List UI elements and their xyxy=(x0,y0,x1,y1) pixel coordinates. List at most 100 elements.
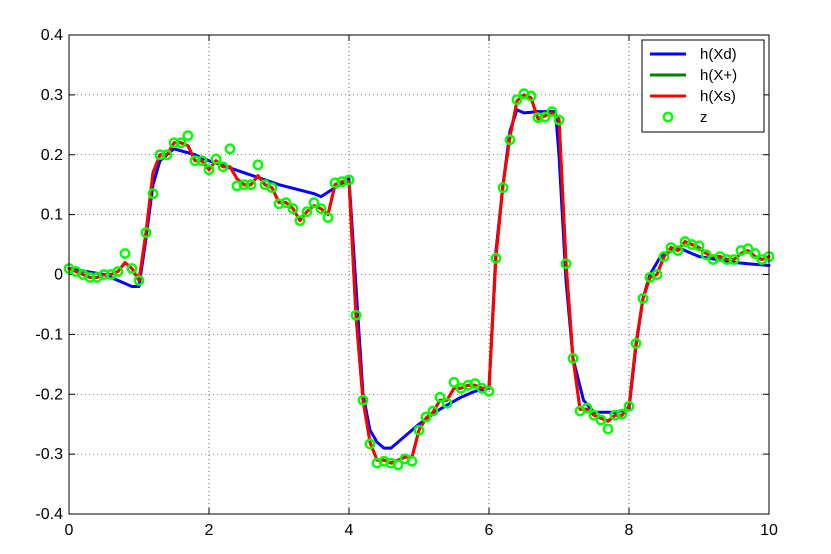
data-point-z xyxy=(140,227,152,238)
data-point-z xyxy=(504,134,516,146)
data-point-z xyxy=(532,112,544,124)
data-point-z xyxy=(98,269,110,280)
data-point-z xyxy=(294,215,306,227)
y-tick-label: 0 xyxy=(54,267,63,284)
data-point-z xyxy=(511,94,523,106)
y-tick-label: -0.2 xyxy=(35,386,63,403)
data-point-z xyxy=(301,206,313,218)
data-point-z xyxy=(203,164,215,176)
data-point-z xyxy=(448,376,460,388)
data-point-z xyxy=(364,438,376,450)
data-point-z xyxy=(154,149,166,161)
x-tick-label: 2 xyxy=(205,522,214,539)
legend-label: h(Xs) xyxy=(700,88,736,105)
y-tick-label: 0.3 xyxy=(41,87,63,104)
data-point-z xyxy=(189,155,201,167)
y-tick-label: 0.4 xyxy=(41,27,63,44)
data-point-z xyxy=(245,179,257,191)
legend-label: z xyxy=(700,109,708,126)
data-point-z xyxy=(147,188,159,200)
data-point-z xyxy=(413,424,425,436)
data-point-z xyxy=(112,266,124,277)
data-point-z xyxy=(469,378,481,389)
data-point-z xyxy=(119,248,131,259)
data-point-z xyxy=(672,245,684,256)
data-point-z xyxy=(175,137,187,149)
data-point-z xyxy=(742,243,754,255)
data-point-z xyxy=(609,409,621,421)
data-point-z xyxy=(595,414,607,426)
x-tick-label: 6 xyxy=(485,522,494,539)
data-point-z xyxy=(357,394,369,406)
data-point-z xyxy=(420,411,432,423)
data-point-z xyxy=(224,143,236,155)
data-point-z xyxy=(525,90,537,102)
data-point-z xyxy=(567,352,579,364)
y-tick-label: -0.4 xyxy=(35,506,63,523)
data-point-z xyxy=(686,239,698,250)
data-point-z xyxy=(602,423,614,435)
data-point-z xyxy=(749,248,761,259)
axes-frame xyxy=(68,34,770,515)
data-point-z xyxy=(728,254,740,265)
x-tick-label: 0 xyxy=(65,522,74,539)
data-point-z xyxy=(630,337,642,349)
data-point-z xyxy=(588,409,600,421)
x-tick-label: 4 xyxy=(345,522,354,539)
y-tick-label: 0.2 xyxy=(41,147,63,164)
data-point-z xyxy=(350,309,362,321)
data-point-z xyxy=(497,182,509,194)
data-point-z xyxy=(434,391,446,403)
data-point-z xyxy=(539,111,551,123)
data-point-z xyxy=(273,198,285,210)
data-point-z xyxy=(84,272,96,283)
y-tick-label: -0.1 xyxy=(35,326,63,343)
data-point-z xyxy=(623,400,635,412)
data-point-z xyxy=(693,240,705,252)
legend-label: h(X+) xyxy=(700,67,737,84)
data-point-z xyxy=(252,159,264,171)
legend-swatch-z xyxy=(662,111,674,123)
axis-ticks: 0 2 4 6 8 10 0.4 0.3 0.2 0.1 0 -0.1 -0.2 -0.3 -0.4 xyxy=(35,27,778,539)
data-point-z xyxy=(161,149,173,161)
data-point-z xyxy=(210,153,222,165)
data-point-z xyxy=(483,385,495,397)
data-point-z xyxy=(280,197,292,209)
data-point-z xyxy=(560,258,572,270)
x-tick-label: 8 xyxy=(625,522,634,539)
data-point-z xyxy=(308,197,320,209)
y-tick-label: 0.1 xyxy=(41,207,63,224)
data-point-z xyxy=(616,408,628,420)
data-point-z xyxy=(546,106,558,118)
data-point-z xyxy=(441,397,453,409)
data-point-z xyxy=(315,203,327,215)
data-point-z xyxy=(637,293,649,304)
data-point-z xyxy=(196,155,208,167)
data-point-z xyxy=(168,137,180,149)
data-point-z xyxy=(266,182,278,194)
y-tick-label: -0.3 xyxy=(35,446,63,463)
legend-label: h(Xd) xyxy=(700,46,737,63)
data-point-z xyxy=(553,114,565,126)
legend: h(Xd) h(X+) h(Xs) z xyxy=(641,39,765,133)
data-point-z xyxy=(490,252,502,264)
data-point-z xyxy=(721,254,733,265)
data-point-z xyxy=(126,263,138,274)
x-tick-label: 10 xyxy=(760,522,778,539)
data-point-z xyxy=(231,180,243,192)
data-point-z xyxy=(658,251,670,262)
data-point-z xyxy=(406,455,418,467)
data-point-z xyxy=(287,203,299,215)
data-point-z xyxy=(343,174,355,186)
data-point-z xyxy=(133,275,145,286)
data-point-z xyxy=(392,459,404,471)
data-point-z xyxy=(329,177,341,189)
data-point-z xyxy=(238,179,250,191)
data-point-z xyxy=(427,405,439,417)
axes-box xyxy=(68,34,770,515)
data-point-z xyxy=(182,130,194,141)
data-point-z xyxy=(217,161,229,173)
data-point-z xyxy=(700,249,712,261)
series-group xyxy=(63,88,775,471)
